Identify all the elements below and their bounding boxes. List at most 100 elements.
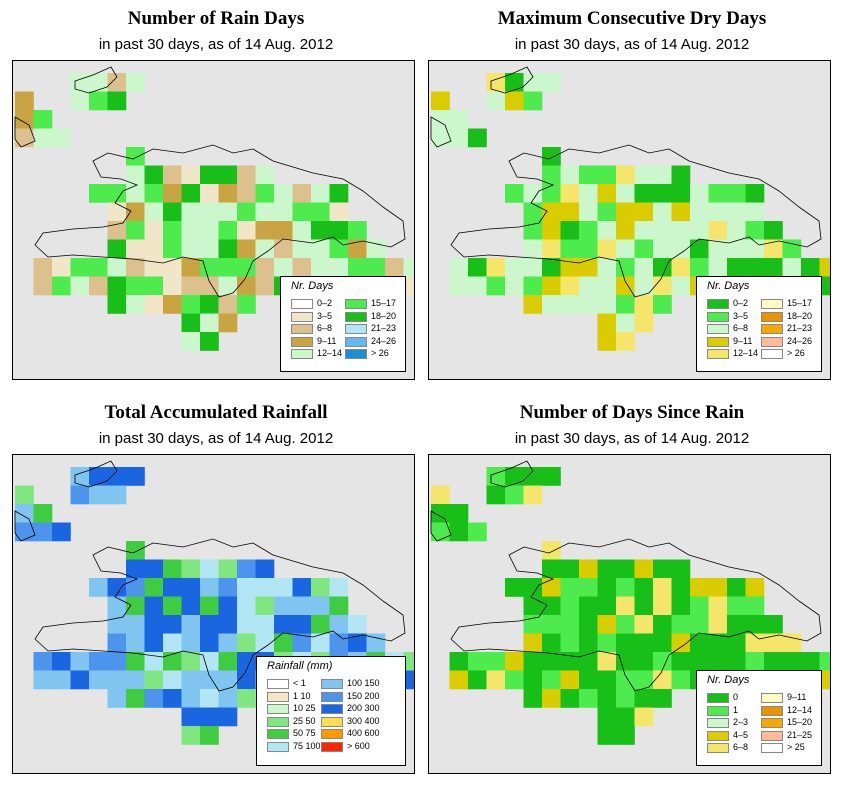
grid-cell: [181, 165, 201, 185]
legend-swatch: [761, 730, 783, 741]
grid-cell: [505, 485, 524, 505]
grid-cell: [634, 202, 654, 222]
grid-cell: [745, 258, 765, 277]
grid-cell: [597, 670, 617, 690]
grid-cell: [449, 652, 469, 671]
grid-cell: [690, 239, 709, 259]
grid-cell: [292, 578, 312, 597]
grid-cell: [597, 295, 617, 314]
legend-label: 12–14: [317, 348, 343, 358]
grid-cell: [274, 596, 293, 616]
grid-cell: [579, 615, 598, 634]
grid-cell: [52, 128, 71, 148]
legend-swatch: [345, 299, 367, 309]
grid-cell: [449, 276, 469, 296]
grid-cell: [690, 221, 709, 240]
grid-cell: [542, 165, 561, 185]
grid-cell: [542, 670, 561, 690]
grid-cell: [653, 239, 672, 259]
grid-cell: [107, 221, 127, 240]
legend-label: > 26: [371, 348, 389, 358]
grid-cell: [218, 221, 238, 240]
grid-cell: [523, 596, 543, 616]
grid-cell: [348, 258, 367, 277]
legend-label: 24–26: [787, 335, 813, 346]
grid-cell: [616, 202, 635, 222]
legend-label: 0–2: [317, 298, 333, 308]
grid-cell: [329, 615, 349, 634]
grid-cell: [237, 633, 256, 653]
grid-cell: [200, 313, 219, 333]
grid-cell: [15, 504, 34, 523]
grid-cell: [671, 559, 691, 579]
legend-label: 10 25: [293, 703, 316, 713]
grid-cell: [671, 202, 691, 222]
grid-cell: [782, 633, 802, 653]
grid-cell: [163, 615, 182, 634]
grid-cell: [523, 578, 543, 597]
grid-cell: [523, 633, 543, 653]
grid-cell: [107, 73, 127, 92]
grid-cell: [671, 578, 691, 597]
grid-cell: [329, 239, 349, 259]
grid-cell: [616, 559, 635, 579]
legend-label: 18–20: [371, 310, 397, 321]
grid-cell: [311, 184, 330, 203]
grid-cell: [560, 276, 580, 296]
grid-cell: [15, 522, 34, 542]
legend-swatch: [761, 718, 783, 728]
grid-cell: [671, 165, 691, 185]
grid-cell: [634, 221, 654, 240]
grid-cell: [671, 239, 691, 259]
grid-cell: [560, 221, 580, 240]
grid-cell: [468, 652, 487, 671]
grid-cell: [653, 165, 672, 185]
grid-cell: [403, 652, 414, 671]
grid-cell: [107, 652, 127, 671]
grid-cell: [505, 578, 524, 597]
legend-swatch: [345, 324, 367, 334]
legend-swatch: [321, 679, 343, 689]
grid-cell: [579, 652, 598, 671]
grid-cell: [616, 578, 635, 597]
grid-cell: [727, 633, 746, 653]
grid-cell: [616, 707, 635, 727]
grid-cell: [107, 615, 127, 634]
grid-cell: [653, 559, 672, 579]
grid-cell: [505, 670, 524, 690]
grid-cell: [200, 707, 219, 727]
grid-cell: [523, 239, 543, 259]
grid-cell: [634, 313, 654, 333]
grid-cell: [255, 596, 275, 616]
grid-cell: [144, 633, 164, 653]
grid-cell: [70, 276, 90, 296]
grid-cell: [200, 633, 219, 653]
grid-cell: [403, 670, 414, 690]
legend-label: 100 150: [347, 678, 380, 688]
legend-label: 4–5: [733, 729, 749, 740]
grid-cell: [579, 276, 598, 296]
grid-cell: [542, 73, 561, 92]
grid-cell: [782, 652, 802, 671]
grid-cell: [634, 596, 654, 616]
grid-cell: [107, 239, 127, 259]
grid-cell: [218, 559, 238, 579]
grid-cell: [70, 91, 90, 111]
grid-cell: [329, 202, 349, 222]
grid-cell: [708, 258, 728, 277]
grid-cell: [616, 633, 635, 653]
grid-cell: [200, 165, 219, 185]
grid-cell: [218, 652, 238, 671]
grid-cell: [653, 221, 672, 240]
legend-label: 0–2: [733, 298, 749, 308]
grid-cell: [634, 578, 654, 597]
grid-cell: [671, 633, 691, 653]
grid-cell: [560, 633, 580, 653]
legend-swatch: [707, 743, 729, 753]
grid-cell: [560, 578, 580, 597]
grid-cell: [200, 276, 219, 296]
grid-cell: [218, 707, 238, 727]
grid-cell: [163, 276, 182, 296]
grid-cell: [218, 202, 238, 222]
legend-swatch: [267, 691, 289, 702]
